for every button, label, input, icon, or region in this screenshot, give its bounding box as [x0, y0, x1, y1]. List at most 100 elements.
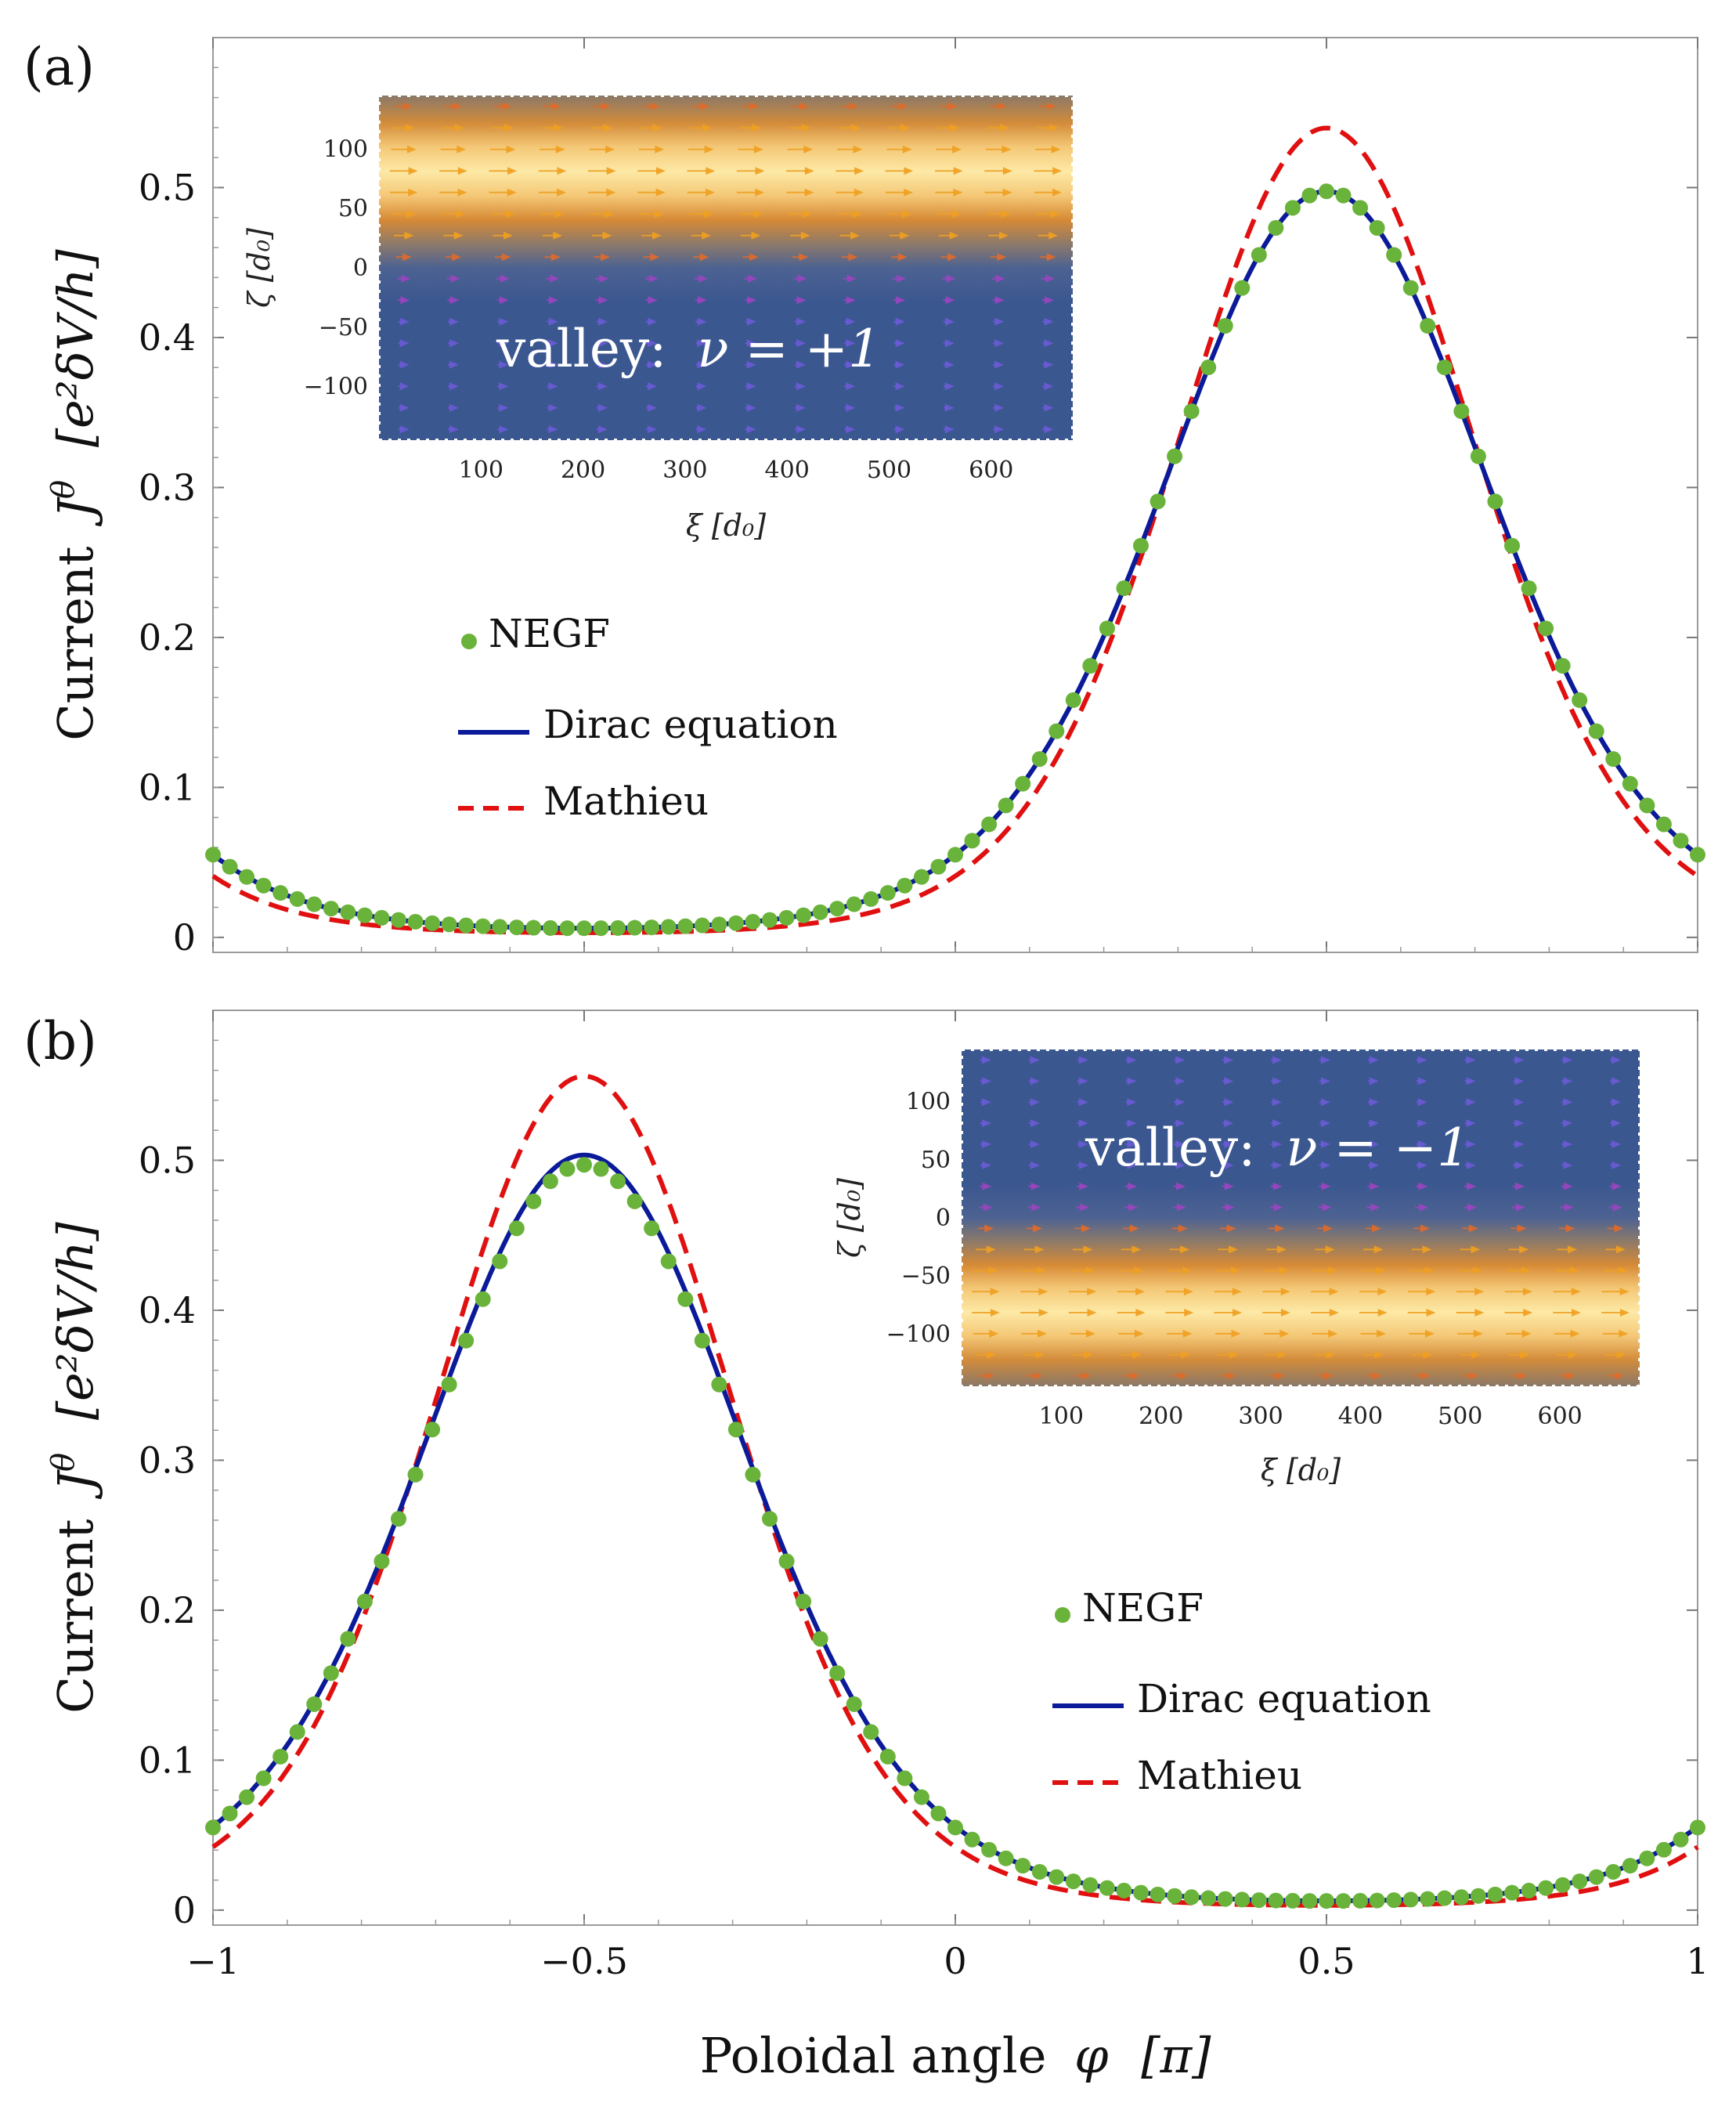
- inset-a-arrow-head: [655, 167, 666, 175]
- negf-point-a-81: [1572, 692, 1588, 708]
- inset-a-arrow-head: [499, 360, 509, 369]
- negf-point-b-65: [1301, 1893, 1318, 1909]
- inset-b-arrow-head: [1034, 1245, 1045, 1254]
- negf-point-a-53: [1099, 620, 1115, 637]
- inset-a-arrow-head: [449, 403, 459, 412]
- negf-point-a-54: [1116, 580, 1132, 597]
- inset-b-arrow-head: [984, 1224, 994, 1233]
- inset-a-arrow-head: [405, 124, 415, 132]
- inset-b-arrow-head: [988, 1266, 998, 1275]
- inset-a-arrow-head: [846, 403, 856, 412]
- inset-b-arrow-head: [1280, 1308, 1290, 1317]
- negf-point-a-76: [1487, 493, 1503, 510]
- inset-b-arrow-head: [1035, 1350, 1045, 1359]
- curves-b: [205, 1074, 1705, 1909]
- inset-a-arrow-head: [449, 382, 459, 391]
- inset-a-arrow-head: [598, 296, 608, 305]
- inset-b-arrow-head: [1079, 1182, 1089, 1190]
- inset-a-arrow-head: [597, 425, 608, 434]
- negf-point-b-73: [1436, 1890, 1453, 1906]
- negf-point-a-73: [1436, 359, 1453, 376]
- inset-b-field: [962, 1049, 1640, 1386]
- inset-a-arrow-head: [1052, 167, 1063, 175]
- inset-b-x-tick-1: 200: [1139, 1403, 1183, 1430]
- inset-b-arrow-head: [1030, 1182, 1041, 1190]
- inset-a-arrow-head: [1044, 403, 1054, 412]
- negf-point-a-80: [1554, 658, 1571, 674]
- y-tick-label-a-3: 0.3: [139, 466, 196, 508]
- inset-a-arrow-head: [947, 102, 958, 110]
- negf-point-b-38: [846, 1696, 862, 1712]
- inset-a-arrow-head: [648, 403, 658, 412]
- inset-a-arrow-head: [507, 167, 518, 175]
- inset-a-arrow-head: [949, 231, 959, 240]
- inset-a-arrow-head: [749, 253, 759, 262]
- inset-b-arrow-head: [1521, 1329, 1532, 1338]
- inset-a-arrow-head: [1002, 167, 1012, 175]
- inset-b-arrow-head: [1616, 1350, 1626, 1359]
- negf-point-a-17: [492, 919, 508, 935]
- inset-b-arrow-head: [1615, 1245, 1626, 1254]
- inset-a-arrow-head: [1046, 253, 1056, 262]
- inset-b-arrow-head: [1030, 1056, 1040, 1064]
- inset-a-arrow-head: [848, 253, 858, 262]
- inset-a-arrow-head: [548, 339, 558, 348]
- negf-point-a-40: [879, 885, 896, 901]
- inset-b-arrow-head: [981, 1098, 991, 1107]
- inset-b-arrow-head: [1175, 1056, 1186, 1064]
- inset-a-arrow-head: [897, 253, 908, 262]
- legend-b-mathieu-label: Mathieu: [1137, 1753, 1302, 1798]
- negf-point-a-33: [762, 912, 778, 928]
- inset-a-arrow-head: [751, 231, 761, 240]
- ylabel-a-text: Current: [47, 546, 104, 740]
- negf-point-b-53: [1099, 1880, 1115, 1896]
- inset-b-arrow-head: [1611, 1140, 1622, 1148]
- negf-point-a-48: [1015, 775, 1031, 792]
- xlabel-symbol: φ: [1074, 2027, 1109, 2084]
- inset-a-arrow-head: [952, 145, 962, 154]
- inset-a-arrow-head: [895, 382, 905, 391]
- negf-point-a-57: [1167, 448, 1183, 464]
- inset-a-y-tick-0: 100: [323, 135, 368, 163]
- inset-a-arrow-head: [399, 382, 410, 391]
- y-tick-label-b-3: 0.3: [139, 1439, 196, 1481]
- ylabel-a-symbol: J: [47, 497, 104, 527]
- negf-point-a-3: [255, 877, 272, 894]
- inset-a-arrow-head: [944, 339, 955, 348]
- negf-point-a-78: [1521, 580, 1537, 597]
- negf-point-a-32: [745, 913, 761, 930]
- panel-label-a: (a): [23, 37, 95, 97]
- negf-point-a-84: [1622, 775, 1638, 792]
- inset-a-arrow-head: [601, 102, 611, 110]
- negf-point-a-18: [508, 919, 525, 936]
- inset-b-arrow-head: [1272, 1056, 1283, 1064]
- inset-a-arrow-head: [652, 124, 662, 132]
- inset-a-arrow-head: [897, 274, 907, 283]
- y-tick-label-a-1: 0.1: [139, 766, 196, 808]
- negf-point-b-19: [525, 1193, 542, 1209]
- inset-a-arrow-head: [548, 382, 558, 391]
- inset-a-arrow-head: [457, 167, 467, 175]
- negf-point-a-34: [778, 909, 795, 926]
- inset-b-arrow-head: [1329, 1308, 1339, 1317]
- inset-a-arrow-head: [648, 339, 658, 348]
- negf-point-a-7: [323, 901, 339, 917]
- inset-b-x-tick-5: 600: [1537, 1403, 1582, 1430]
- inset-b-valley-symbol: ν = −1: [1286, 1118, 1470, 1178]
- inset-b-arrow-head: [1135, 1288, 1146, 1296]
- inset-a-arrow-head: [597, 360, 608, 369]
- inset-a-arrow-head: [408, 188, 418, 197]
- legend-b-negf-marker: [1055, 1607, 1070, 1623]
- inset-a-arrow-head: [902, 210, 912, 219]
- inset-a-arrow-head: [1052, 188, 1062, 197]
- negf-point-a-51: [1065, 692, 1081, 708]
- negf-point-b-52: [1082, 1877, 1099, 1893]
- inset-a-arrow-head: [602, 231, 612, 240]
- inset-a-arrow-head: [499, 382, 509, 391]
- inset-a-arrow-head: [499, 296, 509, 305]
- inset-b-arrow-head: [1276, 1245, 1287, 1254]
